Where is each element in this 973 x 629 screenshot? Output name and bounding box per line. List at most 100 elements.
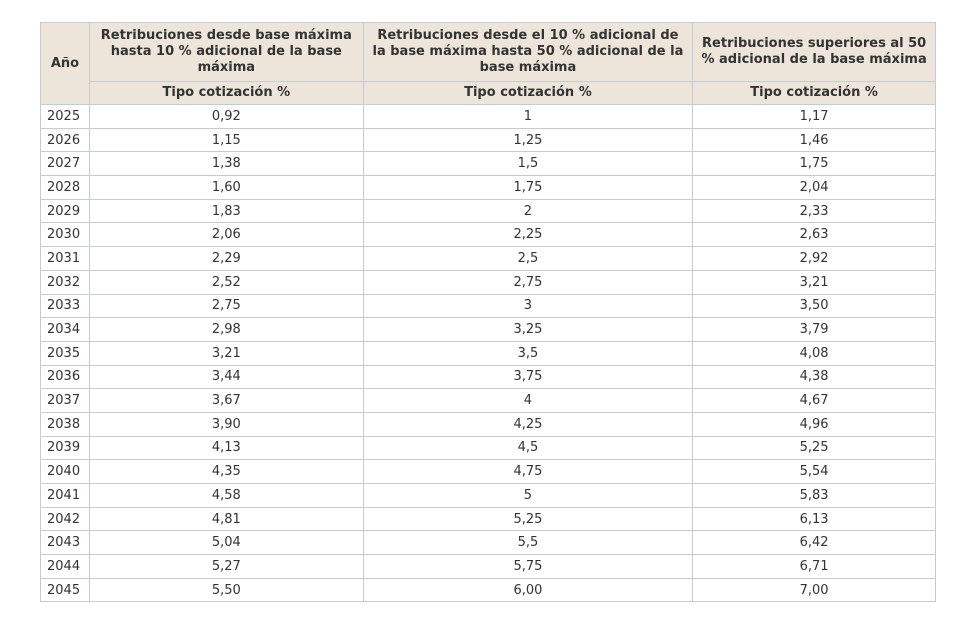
subheader-cell: Tipo cotización % [692,81,936,105]
table-row: 2027 1,38 1,5 1,75 [40,151,936,177]
rate-cell: 6,71 [692,554,936,579]
rate-cell: 3 [362,293,694,319]
rate-cell: 5,54 [692,459,936,484]
table-row: 2025 0,92 1 1,17 [40,104,936,129]
rate-cell: 6,00 [362,577,694,603]
table-row: 2041 4,58 5 5,83 [40,483,936,508]
rate-cell: 2,63 [692,222,936,248]
year-cell: 2029 [40,198,90,224]
header-cell: Retribuciones desde base máxima hasta 10… [88,22,364,82]
table-row: 2036 3,44 3,75 4,38 [40,364,936,390]
rate-cell: 3,90 [88,411,364,437]
rate-cell: 4,13 [88,435,364,461]
table-body: 2025 0,92 1 1,17 2026 1,15 1,25 1,46 2027 1,38 1,5… [40,104,936,603]
year-cell: 2026 [40,127,90,153]
rate-cell: 4,5 [362,435,694,461]
rate-cell: 2 [362,198,694,224]
rate-cell: 3,50 [692,293,936,319]
table-row: 2040 4,35 4,75 5,54 [40,459,936,484]
table-row: 2042 4,81 5,25 6,13 [40,506,936,532]
rate-cell: 1,17 [692,104,936,129]
table-row: 2039 4,13 4,5 5,25 [40,435,936,461]
rate-cell: 3,21 [88,340,364,366]
header-cell: Año [40,22,90,105]
table-row: 2031 2,29 2,5 2,92 [40,246,936,271]
rate-cell: 2,75 [88,293,364,319]
rate-cell: 6,42 [692,530,936,556]
year-cell: 2030 [40,222,90,248]
rate-cell: 1,83 [88,198,364,224]
rate-cell: 5,83 [692,483,936,508]
header-cell: Retribuciones desde el 10 % adicional de… [362,22,694,82]
rate-cell: 2,33 [692,198,936,224]
rate-cell: 2,92 [692,246,936,271]
year-cell: 2035 [40,340,90,366]
year-cell: 2039 [40,435,90,461]
rate-cell: 5 [362,483,694,508]
rate-cell: 1,15 [88,127,364,153]
rate-cell: 1,38 [88,151,364,177]
rate-cell: 1,25 [362,127,694,153]
rate-cell: 1 [362,104,694,129]
rate-cell: 4,08 [692,340,936,366]
rate-cell: 4,96 [692,411,936,437]
rate-cell: 2,75 [362,269,694,295]
table-head: Año Retribuciones desde base máxima hast… [40,22,936,105]
rate-cell: 3,21 [692,269,936,295]
rate-cell: 5,27 [88,554,364,579]
year-cell: 2041 [40,483,90,508]
rate-cell: 5,75 [362,554,694,579]
rate-cell: 2,98 [88,317,364,342]
rate-cell: 4,25 [362,411,694,437]
rate-cell: 4,58 [88,483,364,508]
year-cell: 2044 [40,554,90,579]
year-cell: 2025 [40,104,90,129]
table-row: 2045 5,50 6,00 7,00 [40,577,936,603]
rate-cell: 1,60 [88,175,364,200]
contribution-table: Año Retribuciones desde base máxima hast… [40,22,936,603]
subheader-cell: Tipo cotización % [88,81,364,105]
rate-cell: 3,5 [362,340,694,366]
rate-cell: 2,29 [88,246,364,271]
rate-cell: 4,67 [692,388,936,413]
table-row: 2030 2,06 2,25 2,63 [40,222,936,248]
rate-cell: 0,92 [88,104,364,129]
rate-cell: 7,00 [692,577,936,603]
subheader-row: Tipo cotización % Tipo cotización % Tipo… [41,81,936,105]
table-row: 2034 2,98 3,25 3,79 [40,317,936,342]
year-cell: 2034 [40,317,90,342]
table-row: 2044 5,27 5,75 6,71 [40,554,936,579]
rate-cell: 2,52 [88,269,364,295]
year-cell: 2033 [40,293,90,319]
year-cell: 2036 [40,364,90,390]
table-row: 2029 1,83 2 2,33 [40,198,936,224]
table-row: 2033 2,75 3 3,50 [40,293,936,319]
rate-cell: 3,75 [362,364,694,390]
year-cell: 2028 [40,175,90,200]
rate-cell: 1,5 [362,151,694,177]
rate-cell: 5,5 [362,530,694,556]
rate-cell: 2,04 [692,175,936,200]
rate-cell: 1,75 [692,151,936,177]
rate-cell: 1,75 [362,175,694,200]
year-cell: 2037 [40,388,90,413]
rate-cell: 2,06 [88,222,364,248]
table-row: 2028 1,60 1,75 2,04 [40,175,936,200]
rate-cell: 5,50 [88,577,364,603]
rate-cell: 4,35 [88,459,364,484]
table-row: 2032 2,52 2,75 3,21 [40,269,936,295]
header-cell: Retribuciones superiores al 50 % adicion… [692,22,936,82]
rate-cell: 5,04 [88,530,364,556]
rate-cell: 3,44 [88,364,364,390]
year-cell: 2027 [40,151,90,177]
rate-cell: 3,79 [692,317,936,342]
table-row: 2043 5,04 5,5 6,42 [40,530,936,556]
rate-cell: 3,25 [362,317,694,342]
table-row: 2035 3,21 3,5 4,08 [40,340,936,366]
table-row: 2038 3,90 4,25 4,96 [40,411,936,437]
rate-cell: 4,75 [362,459,694,484]
rate-cell: 2,25 [362,222,694,248]
rate-cell: 2,5 [362,246,694,271]
rate-cell: 4,81 [88,506,364,532]
